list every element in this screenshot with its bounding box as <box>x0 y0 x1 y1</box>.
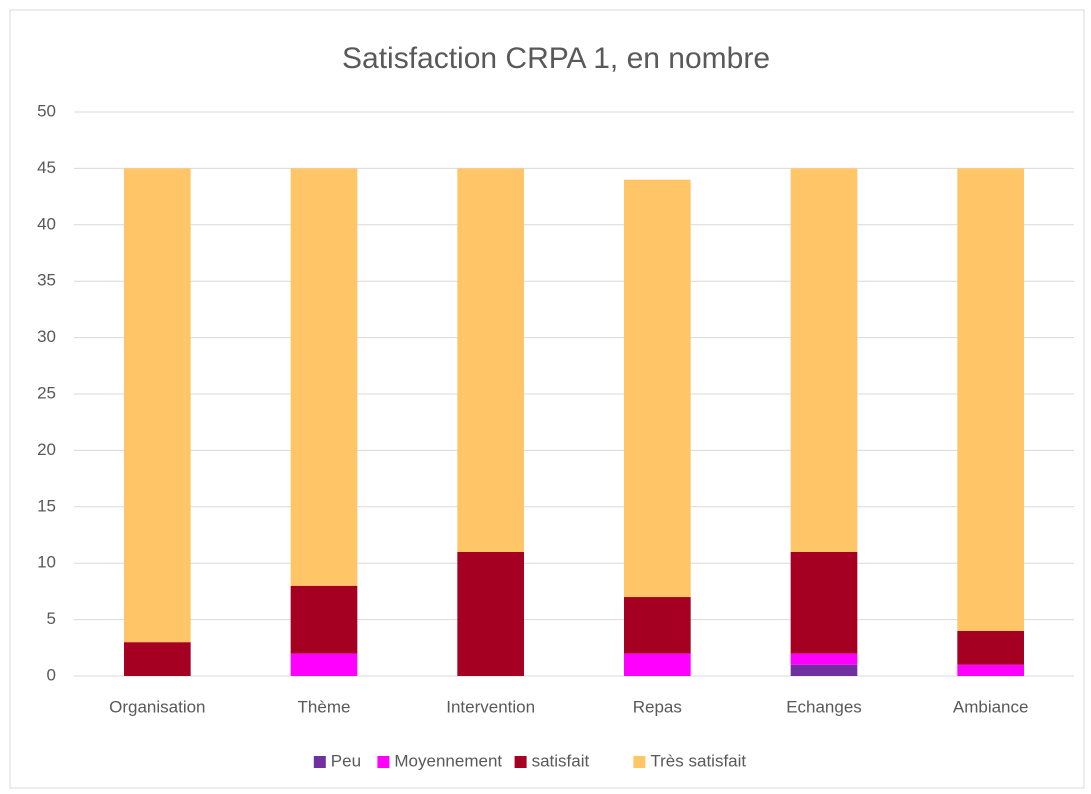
y-tick-label: 0 <box>47 665 56 684</box>
y-tick-label: 30 <box>37 327 56 346</box>
x-tick-label: Ambiance <box>953 697 1029 716</box>
bar-segment <box>790 551 858 654</box>
bar-segment <box>290 653 358 676</box>
legend-label: Très satisfait <box>650 751 746 770</box>
x-tick-label: Organisation <box>109 697 205 716</box>
bar-segment <box>290 168 358 586</box>
bar-segment <box>624 597 691 654</box>
y-tick-label: 40 <box>37 214 56 233</box>
bar-segment <box>957 664 1024 676</box>
x-tick-label: Repas <box>633 697 682 716</box>
y-tick-label: 5 <box>47 609 56 628</box>
y-tick-label: 15 <box>37 496 56 515</box>
bar-segment <box>624 179 691 598</box>
legend-swatch <box>514 756 527 768</box>
x-tick-label: Intervention <box>446 697 535 716</box>
legend-label: Peu <box>331 751 361 770</box>
bar-segment <box>790 168 858 552</box>
y-tick-label: 25 <box>37 383 56 402</box>
legend-swatch <box>633 756 646 768</box>
y-tick-label: 50 <box>37 101 56 120</box>
y-tick-label: 10 <box>37 553 56 572</box>
bar-segment <box>124 642 191 676</box>
legend-label: Moyennement <box>394 751 502 770</box>
bar-segment <box>290 585 358 654</box>
legend-swatch <box>377 756 390 768</box>
y-tick-label: 20 <box>37 440 56 459</box>
y-tick-label: 35 <box>37 271 56 290</box>
bar-segment <box>457 551 524 676</box>
legend-swatch <box>313 756 326 768</box>
x-tick-label: Thème <box>298 697 351 716</box>
bar-segment <box>790 653 858 665</box>
bar-segment <box>457 168 524 552</box>
bar-segment <box>957 630 1024 665</box>
legend-label: satisfait <box>532 751 590 770</box>
bar-segment <box>624 653 691 676</box>
bar-segment <box>124 168 191 643</box>
y-tick-label: 45 <box>37 158 56 177</box>
bar-segment <box>957 168 1024 631</box>
bar-segment <box>790 664 858 676</box>
x-tick-label: Echanges <box>786 697 862 716</box>
chart-title: Satisfaction CRPA 1, en nombre <box>342 42 770 75</box>
